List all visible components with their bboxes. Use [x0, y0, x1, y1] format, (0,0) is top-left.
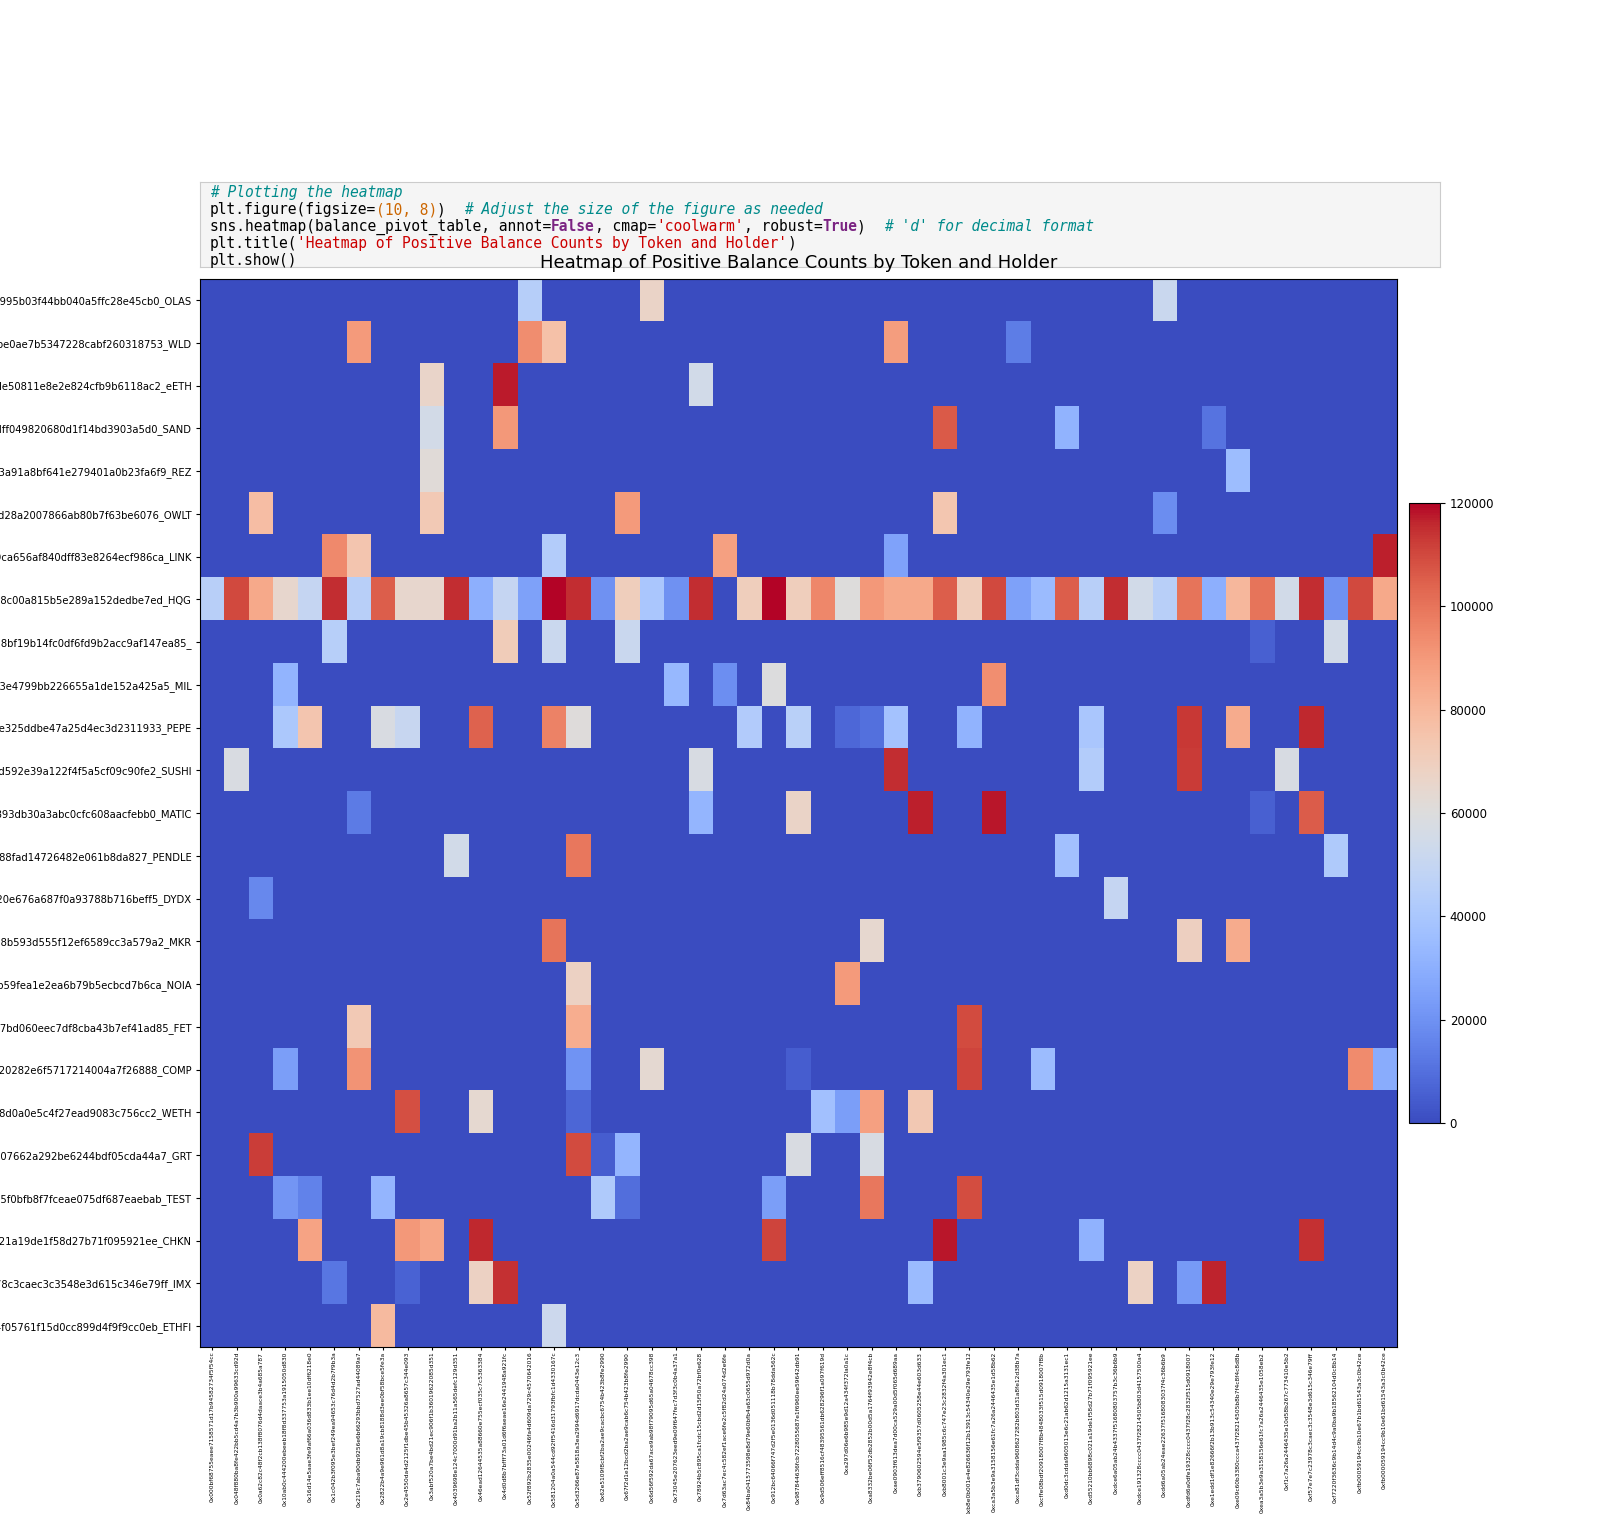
Text: , cmap=: , cmap=	[595, 220, 656, 235]
Text: # Adjust the size of the figure as needed: # Adjust the size of the figure as neede…	[464, 203, 822, 217]
Text: plt.figure(figsize=: plt.figure(figsize=	[210, 203, 376, 217]
Text: (10, 8): (10, 8)	[376, 203, 437, 217]
Text: ): )	[437, 203, 464, 217]
Text: 'Heatmap of Positive Balance Counts by Token and Holder': 'Heatmap of Positive Balance Counts by T…	[298, 236, 787, 251]
Text: plt.show(): plt.show()	[210, 253, 298, 268]
Text: ): )	[787, 236, 797, 251]
Text: ): )	[858, 220, 883, 235]
Text: True: True	[822, 220, 858, 235]
Text: , robust=: , robust=	[744, 220, 822, 235]
Text: 'coolwarm': 'coolwarm'	[656, 220, 744, 235]
Text: # Plotting the heatmap: # Plotting the heatmap	[210, 185, 403, 200]
Text: plt.title(: plt.title(	[210, 236, 298, 251]
Text: sns.heatmap(balance_pivot_table, annot=: sns.heatmap(balance_pivot_table, annot=	[210, 218, 550, 235]
Text: # 'd' for decimal format: # 'd' for decimal format	[883, 220, 1094, 235]
Text: False: False	[550, 220, 595, 235]
Title: Heatmap of Positive Balance Counts by Token and Holder: Heatmap of Positive Balance Counts by To…	[539, 253, 1058, 271]
